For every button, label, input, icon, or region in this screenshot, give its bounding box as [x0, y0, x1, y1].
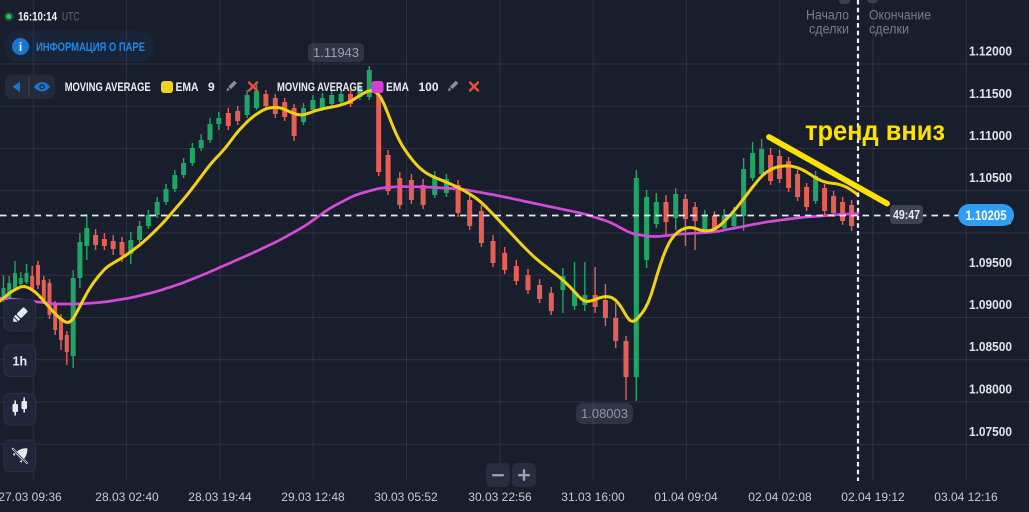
svg-text:02.04 19:12: 02.04 19:12 — [841, 490, 905, 504]
svg-text:29.03 12:48: 29.03 12:48 — [281, 490, 345, 504]
svg-text:Начало: Начало — [806, 8, 849, 23]
svg-text:MOVING AVERAGE: MOVING AVERAGE — [277, 80, 363, 94]
svg-text:UTC: UTC — [62, 12, 80, 24]
svg-text:30.03 05:52: 30.03 05:52 — [374, 490, 438, 504]
svg-text:1.11943: 1.11943 — [313, 45, 359, 60]
svg-text:9: 9 — [208, 80, 215, 94]
svg-text:EMA: EMA — [176, 80, 199, 94]
svg-text:1.09000: 1.09000 — [969, 297, 1012, 312]
svg-text:100: 100 — [419, 80, 439, 94]
svg-text:03.04 12:16: 03.04 12:16 — [934, 490, 998, 504]
svg-text:Окончание: Окончание — [869, 8, 931, 23]
svg-text:EMA: EMA — [386, 80, 409, 94]
svg-text:49:47: 49:47 — [893, 208, 920, 222]
svg-text:1.11500: 1.11500 — [969, 86, 1012, 101]
svg-text:1.08500: 1.08500 — [969, 339, 1012, 354]
svg-text:31.03 16:00: 31.03 16:00 — [561, 490, 625, 504]
svg-text:28.03 19:44: 28.03 19:44 — [188, 490, 252, 504]
svg-text:ИНФОРМАЦИЯ О ПАРЕ: ИНФОРМАЦИЯ О ПАРЕ — [36, 42, 145, 54]
svg-text:16:10:14: 16:10:14 — [18, 12, 58, 24]
svg-text:01.04 09:04: 01.04 09:04 — [654, 490, 718, 504]
svg-text:сделки: сделки — [809, 22, 849, 37]
svg-text:тренд вниз: тренд вниз — [805, 115, 945, 146]
svg-text:1.11000: 1.11000 — [969, 128, 1012, 143]
svg-text:1.12000: 1.12000 — [969, 44, 1012, 59]
svg-text:сделки: сделки — [869, 22, 909, 37]
svg-text:1h: 1h — [13, 355, 28, 369]
svg-text:1.08000: 1.08000 — [969, 382, 1012, 397]
svg-text:1.08003: 1.08003 — [581, 406, 628, 421]
svg-text:30.03 22:56: 30.03 22:56 — [468, 490, 532, 504]
svg-text:1.09500: 1.09500 — [969, 255, 1012, 270]
svg-text:1.07500: 1.07500 — [969, 424, 1012, 439]
svg-text:1.10205: 1.10205 — [966, 207, 1007, 223]
svg-text:1.10500: 1.10500 — [969, 170, 1012, 185]
svg-text:02.04 02:08: 02.04 02:08 — [748, 490, 812, 504]
svg-text:MOVING AVERAGE: MOVING AVERAGE — [65, 80, 151, 94]
svg-text:i: i — [19, 40, 22, 54]
svg-text:27.03 09:36: 27.03 09:36 — [0, 490, 62, 504]
svg-text:28.03 02:40: 28.03 02:40 — [95, 490, 159, 504]
